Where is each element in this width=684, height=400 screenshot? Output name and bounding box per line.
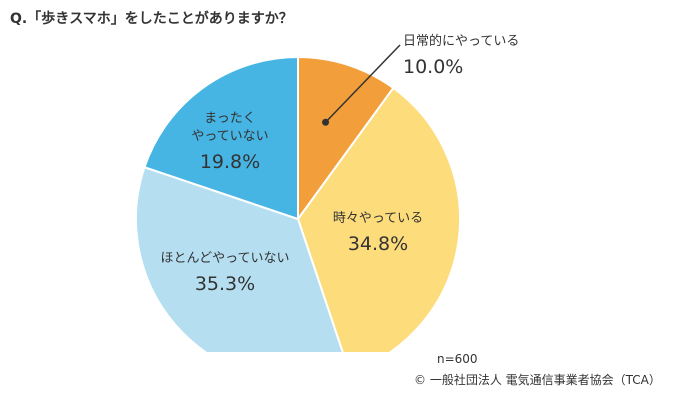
chart-title: Q.「歩きスマホ」をしたことがありますか？ bbox=[10, 11, 293, 27]
slice-percent-4: 19.8% bbox=[200, 151, 260, 173]
slice-label-3: ほとんどやっていない 35.3% bbox=[161, 251, 290, 295]
pie-slice-1 bbox=[297, 55, 395, 223]
slice-percent-2: 34.8% bbox=[348, 233, 408, 255]
pie-slice-2 bbox=[296, 86, 461, 352]
pie-chart: 日常的にやっている 10.0% 時々やっている 34.8% ほとんどやっていない 35.3… bbox=[134, 33, 519, 352]
slice-percent-1: 10.0% bbox=[403, 56, 463, 78]
slice-name-4: やっていない bbox=[191, 129, 268, 144]
slice-name-1: 日常的にやっている bbox=[403, 33, 519, 49]
callout-line bbox=[325, 44, 401, 123]
slice-label-1: 日常的にやっている 10.0% bbox=[403, 33, 519, 78]
slice-label-2: 時々やっている 34.8% bbox=[333, 211, 423, 255]
slice-percent-3: 35.3% bbox=[195, 273, 255, 295]
source-credit: © 一般社団法人 電気通信事業者協会（TCA） bbox=[414, 373, 661, 387]
pie-slice-4 bbox=[143, 55, 299, 221]
pie-slice-3 bbox=[134, 165, 344, 352]
slice-name-3: ほとんどやっていない bbox=[161, 251, 290, 266]
slice-name-4: まったく bbox=[204, 111, 255, 126]
sample-size: n=600 bbox=[437, 352, 478, 366]
chart-footer: n=600 © 一般社団法人 電気通信事業者協会（TCA） bbox=[0, 352, 684, 396]
slice-name-2: 時々やっている bbox=[333, 211, 423, 226]
